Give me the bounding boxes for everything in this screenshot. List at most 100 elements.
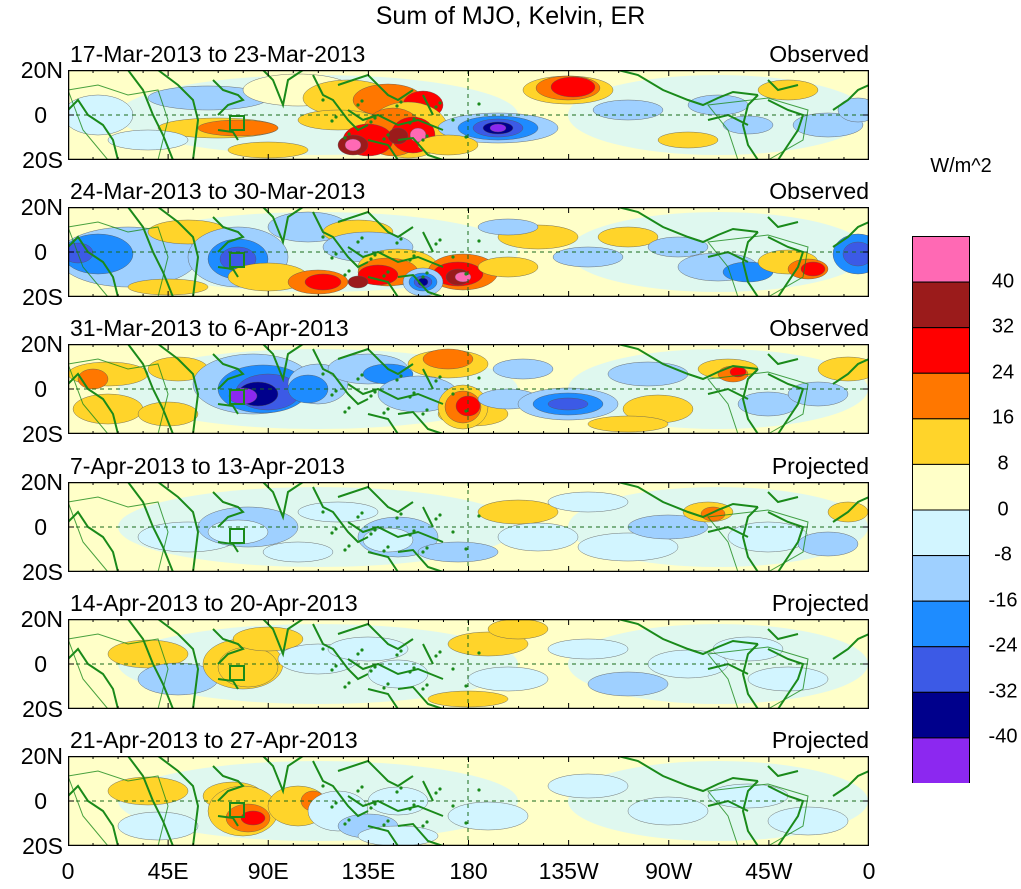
coastline: [157, 482, 200, 572]
anomaly-region: [387, 127, 409, 145]
anomaly-region: [197, 119, 279, 137]
anomaly-region: [597, 226, 659, 248]
figure-title: Sum of MJO, Kelvin, ER: [375, 2, 646, 30]
anomaly-region: [627, 796, 709, 826]
anomaly-region: [817, 356, 869, 382]
coastline: [397, 548, 444, 572]
panel-status: Observed: [769, 315, 869, 341]
anomaly-region: [747, 666, 829, 692]
latitude-label: 20N: [20, 331, 63, 357]
anomaly-region: [592, 99, 664, 121]
coastline: [367, 276, 399, 297]
latitude-label: 0: [34, 239, 47, 265]
longitude-label: 90W: [645, 858, 693, 884]
coastline: [767, 765, 799, 778]
anomaly-region: [455, 395, 481, 417]
colorbar-swatch: [912, 236, 970, 283]
panel-period: 14-Apr-2013 to 20-Apr-2013: [70, 590, 358, 616]
coastline: [347, 795, 444, 817]
anomaly-region: [68, 242, 94, 264]
latitude-label: 20S: [22, 696, 63, 722]
coastline: [337, 485, 414, 514]
colorbar-swatch: [912, 327, 970, 374]
coastline: [832, 496, 869, 523]
coastline: [347, 658, 444, 680]
colorbar-swatch: [912, 372, 970, 420]
coastline: [367, 551, 399, 572]
anomaly-region: [837, 97, 869, 123]
coastline: [68, 647, 119, 709]
coastline: [422, 231, 434, 253]
longitude-label: 90E: [247, 858, 289, 884]
coastline: [157, 756, 200, 846]
colorbar-swatch: [912, 463, 970, 511]
colorbar-label: -40: [988, 725, 1018, 748]
anomaly-region: [547, 638, 629, 660]
anomaly-region: [117, 811, 199, 841]
coastline: [347, 109, 444, 131]
coastline: [422, 780, 434, 802]
map-panel: 31-Mar-2013 to 6-Apr-2013 Observed: [68, 315, 869, 434]
map-canvas: [68, 756, 869, 846]
coastline: [617, 344, 759, 381]
latitude-label: 20S: [22, 421, 63, 447]
anomaly-region: [547, 773, 629, 799]
latitude-label: 20S: [22, 147, 63, 173]
map-canvas: [68, 482, 869, 572]
latitude-label: 20S: [22, 833, 63, 859]
latitude-label: 0: [34, 788, 47, 814]
colorbar-label: 32: [991, 315, 1015, 338]
colorbar: [912, 236, 970, 783]
colorbar-label: 0: [997, 498, 1009, 520]
coastline: [127, 482, 174, 572]
colorbar-swatch: [912, 281, 970, 329]
coastline: [127, 756, 174, 846]
anomaly-region: [417, 541, 499, 563]
coastline: [157, 207, 200, 297]
coastline: [347, 246, 444, 268]
colorbar-label: -8: [994, 543, 1012, 566]
latitude-label: 0: [34, 514, 47, 540]
panel-period: 7-Apr-2013 to 13-Apr-2013: [70, 453, 345, 479]
coastline: [741, 94, 759, 160]
panel-status: Projected: [771, 590, 869, 616]
coastline: [832, 358, 869, 385]
anomaly-region: [552, 246, 624, 268]
anomaly-region: [454, 271, 472, 283]
coastline: [262, 207, 304, 246]
coastline: [312, 348, 369, 406]
region-box: [229, 528, 245, 544]
coastline: [767, 648, 805, 709]
colorbar-swatch: [912, 691, 970, 739]
colorbar-swatch: [912, 737, 970, 783]
coastline: [832, 770, 869, 797]
coastline: [347, 521, 444, 543]
coastline: [212, 353, 245, 390]
longitude-label: 135W: [538, 858, 599, 884]
coastline: [157, 619, 200, 709]
anomaly-region: [467, 666, 549, 692]
coastline: [767, 373, 805, 434]
coastline: [212, 491, 245, 528]
anomaly-region: [587, 671, 669, 697]
region-box: [229, 115, 245, 131]
colorbar-label: 40: [991, 270, 1015, 293]
longitude-label: 135E: [341, 858, 396, 884]
region-box: [229, 802, 245, 818]
colorbar-label: 16: [991, 406, 1015, 429]
coastline: [217, 129, 239, 141]
coastline: [767, 628, 799, 641]
coastline: [337, 759, 414, 788]
colorbar-swatch: [912, 418, 970, 465]
coastline: [312, 74, 369, 132]
anomaly-region: [707, 783, 789, 809]
coastline: [397, 136, 444, 160]
anomaly-region: [550, 76, 596, 98]
coastline: [347, 383, 444, 405]
coastline: [127, 207, 174, 297]
colorbar-label: -32: [988, 680, 1018, 703]
colorbar-swatch: [912, 646, 970, 693]
panel-status: Observed: [769, 178, 869, 204]
anomaly-region: [262, 541, 334, 563]
coastline: [337, 347, 414, 376]
